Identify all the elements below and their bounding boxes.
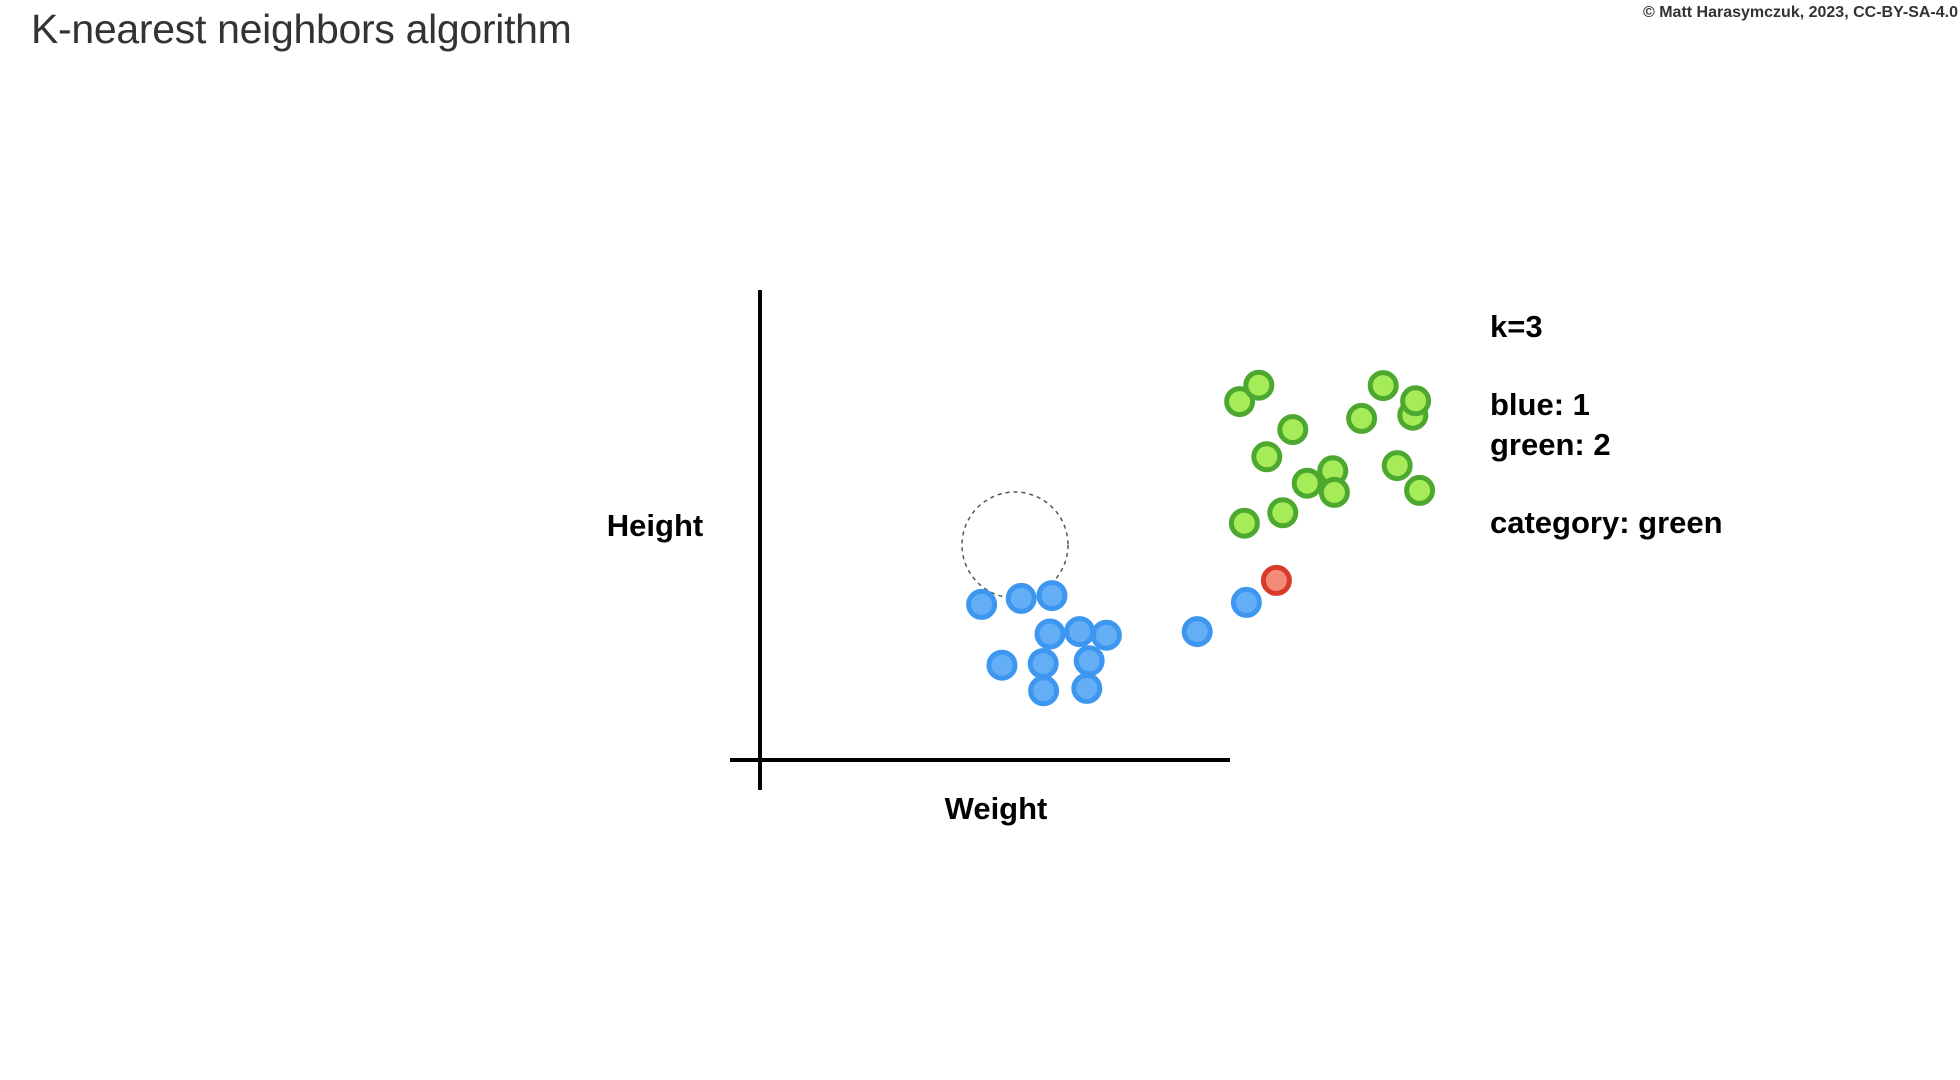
blue-count: blue: 1 xyxy=(1490,387,1590,422)
blue-point xyxy=(1181,616,1213,648)
blue-point xyxy=(1064,616,1096,648)
data-points xyxy=(966,369,1436,707)
green-point xyxy=(1251,441,1283,473)
green-point xyxy=(1367,370,1399,402)
green-point xyxy=(1400,385,1432,417)
green-point xyxy=(1346,402,1378,434)
query-point xyxy=(1260,564,1292,596)
green-point xyxy=(1267,497,1299,529)
blue-point xyxy=(1230,586,1262,618)
x-axis-label: Weight xyxy=(945,791,1048,826)
blue-point xyxy=(1028,675,1060,707)
copyright-notice: © Matt Harasymczuk, 2023, CC-BY-SA-4.0 xyxy=(1642,4,1958,21)
y-axis-label: Height xyxy=(607,508,703,543)
green-count: green: 2 xyxy=(1490,427,1611,462)
axes xyxy=(730,290,1230,790)
page-title: K-nearest neighbors algorithm xyxy=(31,6,572,52)
blue-point xyxy=(966,588,998,620)
blue-point xyxy=(1090,619,1122,651)
blue-point xyxy=(1034,618,1066,650)
green-point xyxy=(1243,369,1275,401)
blue-point xyxy=(1071,672,1103,704)
green-point xyxy=(1228,507,1260,539)
green-point xyxy=(1277,414,1309,446)
green-point xyxy=(1381,450,1413,482)
blue-point xyxy=(1027,648,1059,680)
k-value: k=3 xyxy=(1490,309,1543,344)
info-panel: k=3 blue: 1 green: 2 category: green xyxy=(1490,307,1723,543)
green-point xyxy=(1404,474,1436,506)
green-point xyxy=(1318,476,1350,508)
blue-point xyxy=(986,649,1018,681)
green-point xyxy=(1291,467,1323,499)
blue-point xyxy=(1036,580,1068,612)
green-point xyxy=(1224,386,1256,418)
blue-point xyxy=(1073,645,1105,677)
category-result: category: green xyxy=(1490,505,1723,540)
blue-point xyxy=(1005,582,1037,614)
